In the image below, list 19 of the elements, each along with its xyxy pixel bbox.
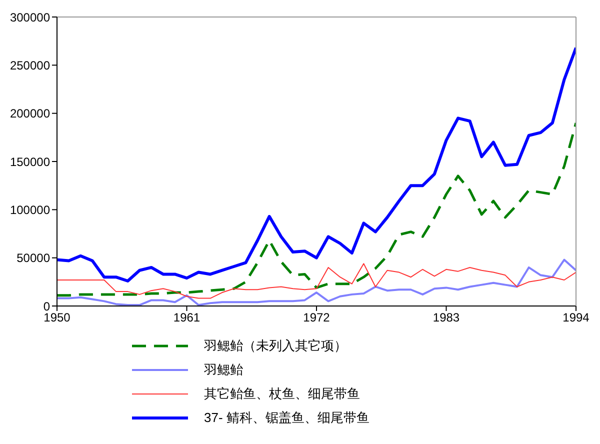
line-series <box>57 263 576 299</box>
x-tick-label: 1972 <box>303 310 330 325</box>
x-tick-label: 1983 <box>432 310 460 325</box>
y-tick-label: 50000 <box>16 251 50 266</box>
y-tick-label: 250000 <box>10 58 50 72</box>
x-tick-label: 1950 <box>44 310 71 325</box>
legend-label: 其它鲐鱼、杖鱼、细尾带鱼 <box>204 385 360 403</box>
x-tick-label: 1994 <box>562 310 590 325</box>
y-tick-label: 200000 <box>10 106 50 121</box>
line-series <box>57 122 576 297</box>
y-tick-label: 150000 <box>10 154 50 169</box>
x-tick-label: 1961 <box>173 310 200 325</box>
legend-label: 羽鳃鲐（未列入其它项） <box>204 337 347 355</box>
y-tick-label: 0 <box>43 299 50 314</box>
line-series <box>57 46 576 282</box>
legend-label: 37- 鲭科、锯盖鱼、细尾带鱼 <box>204 409 370 427</box>
y-tick-label: 100000 <box>10 202 50 217</box>
legend-label: 羽鳃鲐 <box>204 361 243 379</box>
y-tick-label: 300000 <box>10 10 50 24</box>
